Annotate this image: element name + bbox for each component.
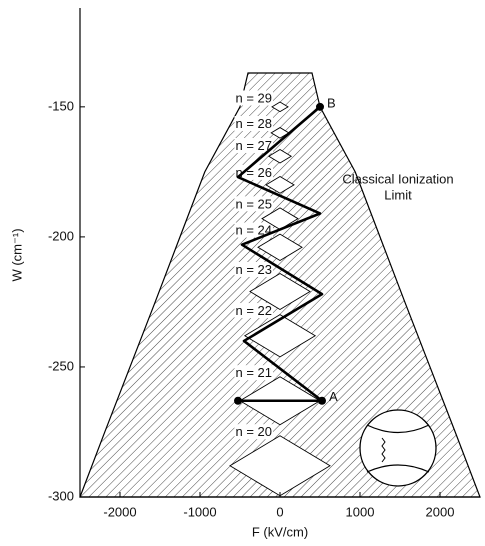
inset: [359, 409, 437, 487]
level-label: n = 25: [235, 196, 272, 211]
anticrossing: [249, 272, 311, 311]
x-tick-label: -1000: [183, 504, 216, 519]
point-label: B: [327, 95, 336, 110]
level-label: n = 24: [235, 223, 272, 238]
trajectory: [236, 105, 324, 403]
label-bg: [234, 424, 273, 440]
annotation: Limit: [384, 187, 412, 202]
point: [318, 396, 326, 405]
level-label: n = 27: [235, 138, 272, 153]
annotation: Classical Ionization: [342, 171, 453, 186]
label-bg: [234, 261, 273, 277]
level-label: n = 20: [235, 424, 272, 439]
anticrossing: [271, 101, 289, 113]
y-tick-label: -150: [48, 98, 74, 113]
level-label: n = 28: [235, 116, 272, 131]
anticrossing: [257, 233, 303, 262]
start-point: [234, 396, 242, 405]
point: [316, 102, 324, 111]
x-tick-label: 1000: [346, 504, 375, 519]
anticrossing: [261, 207, 299, 231]
label-bg: [234, 365, 273, 381]
level-label: n = 26: [235, 165, 272, 180]
label-bg: [234, 222, 273, 238]
level-label: n = 22: [235, 303, 272, 318]
x-tick-label: 0: [276, 504, 283, 519]
level-label: n = 21: [235, 365, 272, 380]
anticrossing: [243, 314, 317, 358]
label-bg: [234, 164, 273, 180]
x-tick-label: 2000: [426, 504, 455, 519]
y-tick-label: -250: [48, 358, 74, 373]
x-tick-label: -2000: [103, 504, 136, 519]
y-axis-label: W (cm⁻¹): [9, 228, 24, 281]
label-bg: [234, 196, 273, 212]
label-bg: [234, 303, 273, 319]
anticrossing: [267, 149, 293, 164]
level-label: n = 29: [235, 90, 272, 105]
anticrossing: [265, 175, 295, 194]
anticrossing: [229, 435, 331, 497]
level-label: n = 23: [235, 262, 272, 277]
label-bg: [234, 116, 273, 132]
y-tick-label: -200: [48, 228, 74, 243]
point-label: A: [329, 389, 338, 404]
label-bg: [234, 90, 273, 106]
y-tick-label: -300: [48, 488, 74, 503]
plot-area: n = 20 n = 21 n = 22 n = 23 n = 24 n = 25 n = …: [79, 72, 481, 498]
label-bg: [234, 137, 273, 153]
x-axis-label: F (kV/cm): [252, 524, 308, 539]
